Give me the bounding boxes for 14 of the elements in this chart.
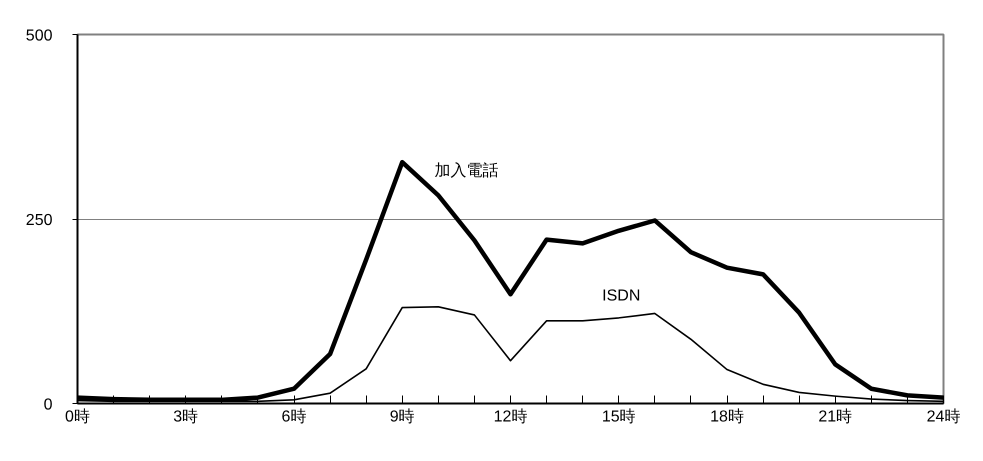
x-tick-label: 15時 [602, 408, 636, 426]
x-tick-label: 3時 [173, 408, 198, 426]
y-tick-label: 500 [26, 28, 53, 44]
series-label: ISDN [602, 288, 640, 305]
x-tick-label: 21時 [818, 408, 852, 426]
x-tick-label: 0時 [65, 408, 90, 426]
series-label: 加入電話 [434, 162, 499, 180]
x-tick-label: 24時 [926, 408, 960, 426]
y-tick-label: 250 [26, 212, 53, 229]
x-tick-label: 18時 [710, 408, 744, 426]
x-tick-label: 6時 [282, 408, 306, 426]
y-tick-label: 0 [44, 396, 53, 414]
x-tick-label: 9時 [390, 408, 415, 426]
x-tick-label: 12時 [494, 408, 528, 426]
